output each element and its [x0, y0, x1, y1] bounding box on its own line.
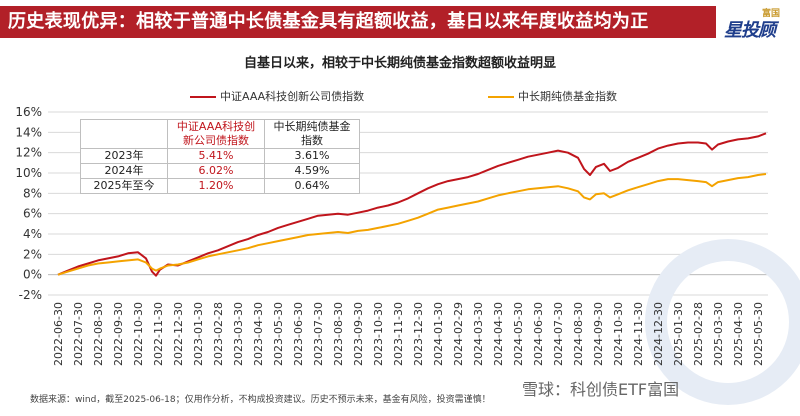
y-tick-label: 14%	[15, 125, 42, 139]
y-tick-label: 6%	[23, 207, 42, 221]
x-tick-label: 2024-11-30	[632, 302, 645, 366]
y-tick-label: 4%	[23, 227, 42, 241]
x-tick-label: 2023-10-30	[372, 302, 385, 366]
x-tick-label: 2023-05-30	[272, 302, 285, 366]
table-header-cell	[80, 119, 168, 149]
x-tick-label: 2024-02-29	[452, 302, 465, 366]
table-header-cell: 中证AAA科技创新公司债指数	[167, 119, 265, 149]
x-tick-label: 2023-01-30	[192, 302, 205, 366]
x-tick-label: 2024-12-30	[652, 302, 665, 366]
x-tick-label: 2024-05-30	[512, 302, 525, 366]
x-tick-label: 2024-03-30	[472, 302, 485, 366]
x-tick-label: 2023-11-30	[392, 302, 405, 366]
y-tick-label: 2%	[23, 247, 42, 261]
x-tick-label: 2023-08-30	[332, 302, 345, 366]
annual-return-table: 中证AAA科技创新公司债指数 中长期纯债基金指数 2023年 5.41% 3.6…	[80, 119, 360, 194]
table-cell: 2024年	[80, 163, 168, 179]
y-tick-label: -2%	[19, 288, 42, 302]
series-line-2	[57, 173, 767, 276]
table-header-cell: 中长期纯债基金指数	[264, 119, 360, 149]
x-tick-label: 2022-12-30	[172, 302, 185, 366]
x-tick-label: 2022-11-30	[152, 302, 165, 366]
x-tick-label: 2022-07-30	[72, 302, 85, 366]
x-tick-label: 2025-02-28	[692, 302, 705, 366]
x-tick-label: 2024-08-30	[572, 302, 585, 366]
y-tick-label: 8%	[23, 186, 42, 200]
table-row: 2023年 5.41% 3.61%	[80, 148, 360, 164]
y-tick-label: 16%	[15, 105, 42, 119]
footer-disclaimer: 数据来源：wind，截至2025-06-18；仅用作分析，不构成投资建议。历史不…	[30, 395, 491, 405]
table-cell: 2023年	[80, 148, 168, 164]
table-cell: 4.59%	[264, 163, 360, 179]
watermark-circle	[645, 239, 800, 405]
x-tick-label: 2024-01-30	[432, 302, 445, 366]
table-row: 2025年至今 1.20% 0.64%	[80, 178, 360, 194]
logo-main-text: 星投顾	[724, 20, 776, 41]
x-tick-label: 2023-02-28	[212, 302, 225, 366]
footer-brand: 雪球：科创债ETF富国	[522, 380, 680, 399]
table-header-row: 中证AAA科技创新公司债指数 中长期纯债基金指数	[80, 119, 360, 149]
page-title: 历史表现优异：相较于普通中长债基金具有超额收益，基日以来年度收益均为正	[8, 11, 649, 32]
legend-item-series1: 中证AAA科技创新公司债指数	[190, 88, 364, 104]
x-tick-label: 2025-04-30	[732, 302, 745, 366]
legend-swatch-series2	[488, 96, 514, 98]
x-tick-label: 2023-09-30	[352, 302, 365, 366]
table-cell: 1.20%	[167, 178, 265, 194]
table-cell: 3.61%	[264, 148, 360, 164]
y-tick-label: 12%	[15, 146, 42, 160]
x-tick-label: 2024-10-30	[612, 302, 625, 366]
x-tick-label: 2022-09-30	[112, 302, 125, 366]
legend-label-series2: 中长期纯债基金指数	[518, 90, 617, 103]
table-row: 2024年 6.02% 4.59%	[80, 163, 360, 179]
x-tick-label: 2023-12-30	[412, 302, 425, 366]
table-cell: 5.41%	[167, 148, 265, 164]
x-tick-label: 2022-08-30	[92, 302, 105, 366]
x-tick-label: 2023-06-30	[292, 302, 305, 366]
header-bar	[0, 6, 716, 38]
y-tick-label: 0%	[23, 268, 42, 282]
table-cell: 6.02%	[167, 163, 265, 179]
x-tick-label: 2023-07-30	[312, 302, 325, 366]
logo-small-text: 富国	[762, 9, 781, 19]
x-tick-label: 2023-03-30	[232, 302, 245, 366]
x-tick-label: 2025-03-30	[712, 302, 725, 366]
legend-swatch-series1	[190, 96, 216, 98]
legend-label-series1: 中证AAA科技创新公司债指数	[220, 90, 365, 103]
x-tick-label: 2024-09-30	[592, 302, 605, 366]
x-tick-label: 2023-04-30	[252, 302, 265, 366]
chart-title: 自基日以来，相较于中长期纯债基金指数超额收益明显	[243, 56, 556, 71]
brand-logo: 富国 星投顾	[716, 2, 800, 42]
x-tick-label: 2025-05-30	[752, 302, 765, 366]
x-tick-label: 2022-10-30	[132, 302, 145, 366]
header: 历史表现优异：相较于普通中长债基金具有超额收益，基日以来年度收益均为正 富国 星…	[0, 0, 800, 44]
x-tick-label: 2025-01-30	[672, 302, 685, 366]
y-tick-label: 10%	[15, 166, 42, 180]
x-tick-label: 2022-06-30	[52, 302, 65, 366]
x-tick-label: 2024-07-30	[552, 302, 565, 366]
table-cell: 0.64%	[264, 178, 360, 194]
legend-item-series2: 中长期纯债基金指数	[488, 88, 617, 104]
x-tick-label: 2024-04-30	[492, 302, 505, 366]
x-tick-label: 2024-06-30	[532, 302, 545, 366]
table-cell: 2025年至今	[80, 178, 168, 194]
